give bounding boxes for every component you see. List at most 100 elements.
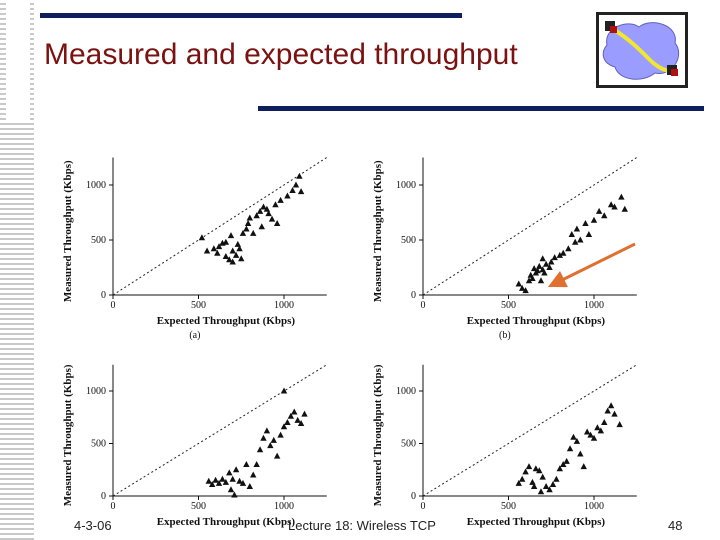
data-point: [250, 471, 257, 478]
x-axis-label: Expected Throughput (Kbps): [467, 516, 606, 528]
data-point: [522, 287, 529, 294]
data-point: [542, 260, 550, 267]
data-point: [198, 234, 206, 241]
data-point: [280, 423, 288, 430]
data-point: [250, 229, 257, 236]
data-point: [590, 216, 598, 223]
data-point: [226, 469, 233, 476]
data-point: [256, 446, 264, 453]
data-point: [227, 486, 235, 493]
data-point: [580, 463, 587, 470]
data-point: [265, 210, 272, 217]
scatter-panel-1: 0 500 1000 0 500 1000 Expected Throughput (Kbp…: [62, 157, 328, 341]
y-tick-label: 0: [101, 290, 106, 301]
annotation-arrow: [547, 242, 636, 288]
data-point: [525, 463, 533, 470]
data-point: [222, 238, 230, 245]
x-axis-label: Expected Throughput (Kbps): [157, 516, 296, 528]
data-point: [267, 442, 274, 449]
x-axis-label: Expected Throughput (Kbps): [157, 315, 296, 327]
x-tick-label: 500: [501, 300, 516, 311]
data-point: [577, 236, 584, 243]
x-tick-label: 0: [111, 300, 116, 311]
network-logo: [596, 12, 688, 88]
data-point: [546, 264, 553, 270]
data-point: [518, 475, 526, 482]
footer-page-number: 48: [668, 518, 683, 533]
data-point: [583, 428, 591, 435]
data-point: [234, 240, 242, 247]
y-tick-label: 1000: [396, 386, 416, 397]
data-point: [530, 265, 538, 272]
data-point: [256, 207, 264, 214]
data-point: [539, 255, 546, 262]
data-point: [284, 419, 291, 425]
data-point: [263, 205, 271, 212]
data-point: [515, 479, 522, 486]
data-point: [571, 238, 579, 245]
data-point: [601, 212, 608, 219]
panel-caption: (a): [189, 330, 200, 341]
panel-caption: (b): [499, 330, 511, 341]
data-point: [560, 249, 567, 256]
data-point: [284, 192, 291, 199]
x-tick-label: 0: [421, 501, 426, 512]
reference-line: [422, 157, 638, 296]
data-point: [525, 277, 533, 284]
bottom-bar: [258, 106, 704, 111]
y-axis-label: Measured Throughput (Kbps): [62, 160, 74, 302]
y-tick-label: 0: [411, 290, 416, 301]
data-point: [532, 465, 540, 472]
data-point: [222, 478, 230, 485]
x-tick-label: 0: [421, 300, 426, 311]
x-tick-label: 0: [111, 501, 116, 512]
y-tick-label: 500: [91, 439, 106, 450]
reference-line: [112, 364, 328, 497]
y-axis-label: Measured Throughput (Kbps): [372, 160, 384, 302]
x-tick-label: 500: [501, 501, 516, 512]
data-point: [244, 220, 252, 226]
data-point: [607, 201, 615, 208]
x-tick-label: 500: [191, 300, 206, 311]
data-point: [297, 420, 305, 427]
data-point: [289, 187, 296, 193]
reference-line: [112, 157, 328, 296]
data-point: [236, 245, 243, 252]
data-point: [556, 465, 563, 472]
y-tick-label: 1000: [396, 180, 416, 191]
data-point: [522, 468, 529, 475]
data-point: [260, 434, 267, 441]
y-tick-label: 500: [401, 439, 416, 450]
data-point: [277, 196, 284, 203]
data-point: [268, 215, 276, 222]
y-tick-label: 0: [101, 491, 106, 502]
data-point: [546, 486, 553, 493]
data-point: [585, 231, 593, 237]
footer-date: 4-3-06: [74, 518, 112, 533]
data-point: [597, 427, 605, 434]
slide-title: Measured and expected throughput: [44, 38, 518, 71]
data-point: [595, 207, 603, 214]
y-tick-label: 0: [411, 491, 416, 502]
data-point: [541, 269, 548, 276]
data-point: [258, 223, 265, 230]
data-point: [570, 433, 577, 440]
x-tick-label: 1000: [584, 501, 604, 512]
data-point: [219, 475, 226, 482]
data-point: [607, 402, 615, 409]
data-point: [577, 450, 584, 457]
data-point: [621, 205, 628, 212]
data-point: [529, 478, 536, 485]
data-point: [301, 410, 308, 417]
data-point: [239, 479, 247, 486]
data-point: [210, 245, 218, 252]
data-point: [226, 256, 233, 263]
data-point: [590, 434, 598, 441]
reference-line: [422, 364, 638, 497]
data-point: [273, 452, 281, 459]
data-point: [618, 193, 625, 200]
data-point: [236, 477, 243, 484]
x-tick-label: 1000: [274, 300, 294, 311]
data-point: [529, 275, 536, 281]
data-point: [215, 243, 223, 250]
